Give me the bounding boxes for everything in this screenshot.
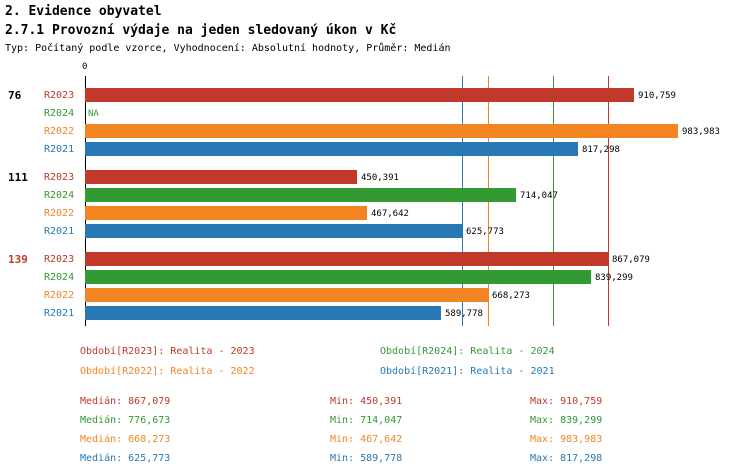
stat-max-r2021: Max: 817,298 [530,453,603,464]
series-label-r2022: R2022 [44,126,75,137]
stat-median-r2023: Medián: 867,079 [80,396,171,407]
series-label-r2023: R2023 [44,254,75,265]
stat-min-r2024: Min: 714,047 [330,415,403,426]
stat-max-r2023: Max: 910,759 [530,396,603,407]
bar-value-label: 714,047 [520,191,558,201]
bar-value-label: 467,642 [371,209,409,219]
series-label-r2022: R2022 [44,290,75,301]
bar-value-label: 450,391 [361,173,399,183]
bar-value-label: 867,079 [612,255,650,265]
chart-meta: Typ: Počítaný podle vzorce, Vyhodnocení:… [5,43,451,54]
bar-r2023 [85,88,634,102]
series-label-r2023: R2023 [44,90,75,101]
median-line-r2023 [608,76,609,326]
bar-r2022 [85,124,678,138]
stat-median-r2021: Medián: 625,773 [80,453,171,464]
stats-table: Medián: 867,079 Min: 450,391 Max: 910,75… [0,392,750,476]
series-label-r2024: R2024 [44,272,75,283]
bar-r2024 [85,188,516,202]
legend-item-r2023: Období[R2023]: Realita - 2023 [80,346,255,357]
stat-median-r2022: Medián: 668,273 [80,434,171,445]
legend-item-r2022: Období[R2022]: Realita - 2022 [80,366,255,377]
bar-value-label: 983,983 [682,127,720,137]
bar-value-label: NA [88,109,99,119]
group-label: 139 [8,253,28,266]
series-label-r2021: R2021 [44,308,75,319]
series-label-r2024: R2024 [44,108,75,119]
bar-r2021 [85,224,462,238]
bar-r2022 [85,288,488,302]
group-label: 111 [8,171,28,184]
stat-min-r2021: Min: 589,778 [330,453,403,464]
legend-item-r2021: Období[R2021]: Realita - 2021 [380,366,555,377]
bar-r2024 [85,270,591,284]
stat-max-r2022: Max: 983,983 [530,434,603,445]
bar-r2023 [85,170,357,184]
bar-value-label: 668,273 [492,291,530,301]
stat-min-r2022: Min: 467,642 [330,434,403,445]
x-axis-zero-label: 0 [82,62,88,72]
bar-value-label: 817,298 [582,145,620,155]
bar-r2021 [85,306,441,320]
series-label-r2021: R2021 [44,144,75,155]
chart-title: 2.7.1 Provozní výdaje na jeden sledovaný… [5,23,397,38]
bar-r2021 [85,142,578,156]
series-label-r2022: R2022 [44,208,75,219]
bar-r2022 [85,206,367,220]
stat-min-r2023: Min: 450,391 [330,396,403,407]
page-title: 2. Evidence obyvatel [5,4,162,19]
median-line-r2024 [553,76,554,326]
legend-item-r2024: Období[R2024]: Realita - 2024 [380,346,555,357]
bar-value-label: 839,299 [595,273,633,283]
bar-value-label: 910,759 [638,91,676,101]
stat-max-r2024: Max: 839,299 [530,415,603,426]
series-label-r2021: R2021 [44,226,75,237]
grouped-bar-chart: 0 76 R2023 910,759 R2024 NA R2022 983,983 R2021 8… [0,60,750,332]
series-label-r2024: R2024 [44,190,75,201]
bar-r2023 [85,252,608,266]
stat-median-r2024: Medián: 776,673 [80,415,171,426]
bar-value-label: 589,778 [445,309,483,319]
chart-legend: Období[R2023]: Realita - 2023 Období[R20… [0,338,750,388]
bar-value-label: 625,773 [466,227,504,237]
series-label-r2023: R2023 [44,172,75,183]
group-label: 76 [8,89,22,102]
